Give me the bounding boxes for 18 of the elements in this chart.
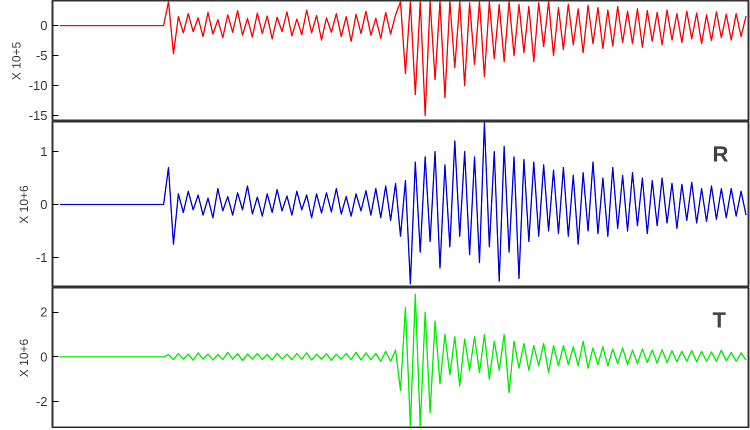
y-axis-title: X 10+6 <box>16 184 31 224</box>
annotation: T <box>712 308 726 332</box>
y-tick-label: 0 <box>40 349 48 364</box>
annotation: R <box>712 142 728 166</box>
y-tick-label: 0 <box>40 197 48 212</box>
y-tick-label: -2 <box>36 394 48 410</box>
y-tick-label: 1 <box>40 144 48 160</box>
y-axis-title: X 10+5 <box>10 41 24 80</box>
line-series <box>59 122 747 284</box>
y-tick-label: -10 <box>28 78 48 94</box>
y-axis-title: X 10+6 <box>16 338 31 378</box>
y-tick-label: 0 <box>40 18 48 34</box>
y-tick-label: -1 <box>36 250 48 265</box>
y-tick-label: -5 <box>36 48 48 64</box>
y-tick-label: -15 <box>28 108 48 124</box>
y-tick-label: 2 <box>40 304 48 320</box>
line-series <box>59 294 747 427</box>
line-series <box>59 1 747 116</box>
